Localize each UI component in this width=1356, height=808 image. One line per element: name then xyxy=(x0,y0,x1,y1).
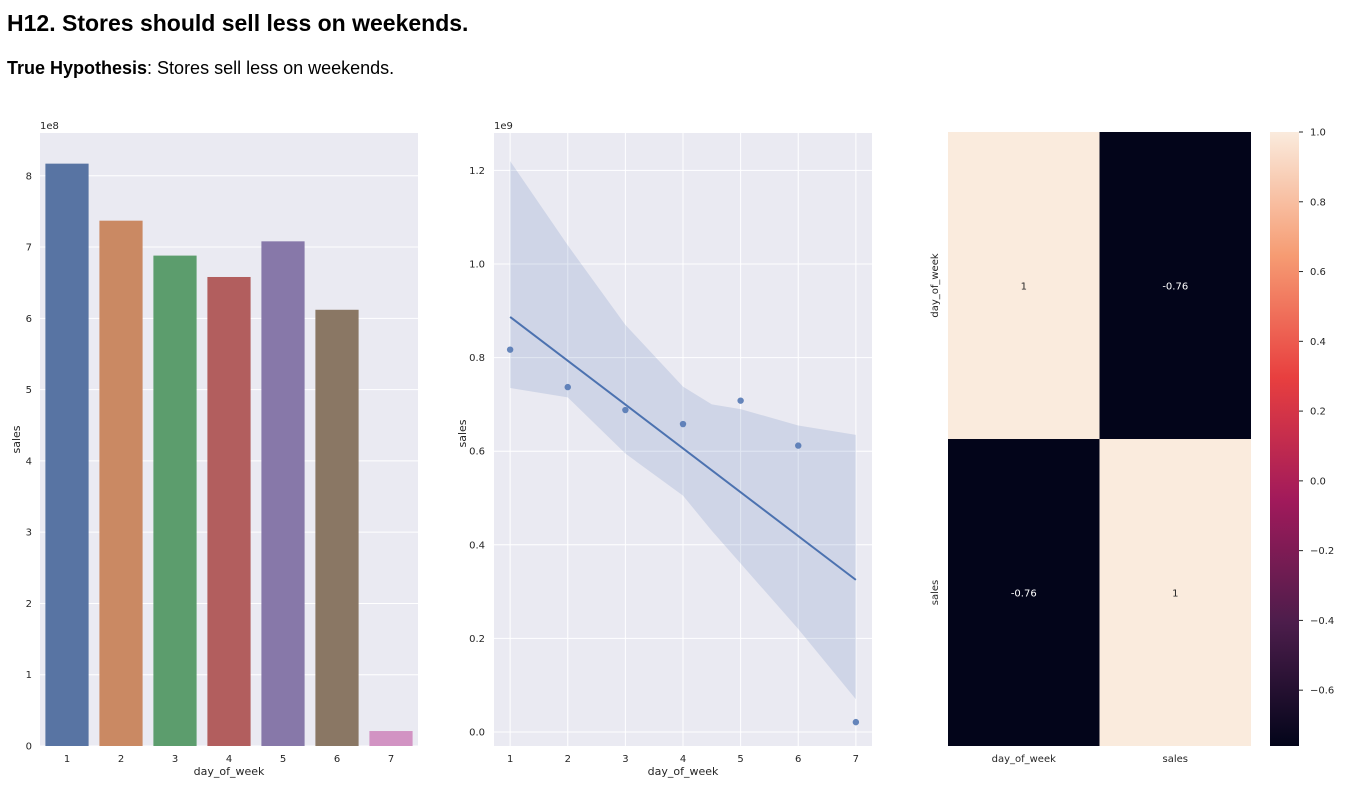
x-tick-label: 7 xyxy=(853,754,859,765)
bar xyxy=(369,731,413,746)
x-tick-label: 3 xyxy=(622,754,628,765)
y-tick-label: 3 xyxy=(26,528,32,539)
y-tick-label: 0.4 xyxy=(469,540,485,551)
colorbar-tick-label: −0.4 xyxy=(1310,616,1334,627)
bar xyxy=(207,276,251,746)
x-tick-label: 5 xyxy=(737,754,743,765)
colorbar-tick-label: 1.0 xyxy=(1310,128,1326,139)
y-axis-label: sales xyxy=(456,419,469,447)
bar xyxy=(45,163,89,746)
x-tick-label: 1 xyxy=(64,754,70,765)
y-tick-label: 4 xyxy=(26,456,32,467)
bar xyxy=(315,309,359,746)
data-point xyxy=(852,718,860,726)
x-tick-label: sales xyxy=(1163,754,1188,765)
y-tick-label: sales xyxy=(930,580,941,605)
x-tick-label: 1 xyxy=(507,754,513,765)
regression-line xyxy=(509,316,857,581)
y-tick-label: 6 xyxy=(26,314,32,325)
x-tick-label: day_of_week xyxy=(992,754,1057,765)
cell-annotation: -0.76 xyxy=(1162,282,1188,293)
y-tick-label: 0.0 xyxy=(469,727,485,738)
colorbar-tick-label: 0.4 xyxy=(1310,337,1326,348)
regression-chart: 1 2 3 4 5 6 7 0.0 0.2 0.4 0.6 0.8 1.0 1.2 1e9 day_of_we… xyxy=(456,121,872,778)
confidence-band xyxy=(510,161,856,700)
x-tick-label: 2 xyxy=(565,754,571,765)
axis-offset-text: 1e9 xyxy=(494,121,513,132)
heatmap-cell xyxy=(948,132,1100,439)
y-tick-label: 8 xyxy=(26,171,32,182)
hypothesis-conclusion: True Hypothesis: Stores sell less on wee… xyxy=(7,58,394,79)
conclusion-text: : Stores sell less on weekends. xyxy=(147,58,395,78)
colorbar-tick-label: −0.6 xyxy=(1310,686,1334,697)
colorbar-tick-label: 0.6 xyxy=(1310,267,1326,278)
x-axis-label: day_of_week xyxy=(648,765,719,778)
page-title: H12. Stores should sell less on weekends… xyxy=(7,10,469,36)
data-point xyxy=(506,346,514,353)
y-tick-label: 5 xyxy=(26,385,32,396)
axis-offset-text: 1e8 xyxy=(40,121,59,132)
y-tick-label: 0 xyxy=(26,742,32,753)
heatmap-cell xyxy=(948,439,1100,746)
cell-annotation: -0.76 xyxy=(1011,589,1037,600)
y-tick-label: 0.8 xyxy=(469,353,485,364)
colorbar-tick-label: 0.2 xyxy=(1310,407,1326,418)
x-axis-label: day_of_week xyxy=(194,765,265,778)
data-point xyxy=(737,397,744,404)
y-tick-label: 0.2 xyxy=(469,634,485,645)
x-tick-label: 5 xyxy=(280,754,286,765)
x-tick-label: 4 xyxy=(226,754,232,765)
data-point xyxy=(795,442,802,449)
colorbar-tick-label: −0.2 xyxy=(1310,546,1334,557)
data-point xyxy=(679,420,687,428)
conclusion-label: True Hypothesis xyxy=(7,58,148,78)
heatmap-cell xyxy=(1099,439,1251,746)
x-tick-label: 3 xyxy=(172,754,178,765)
y-tick-label: 1 xyxy=(26,670,32,681)
x-tick-label: 7 xyxy=(388,754,394,765)
x-tick-label: 6 xyxy=(795,754,801,765)
x-tick-label: 2 xyxy=(118,754,124,765)
colorbar-tick-label: 0.8 xyxy=(1310,197,1326,208)
bar xyxy=(99,220,143,747)
y-tick-label: 7 xyxy=(26,243,32,254)
y-tick-label: 2 xyxy=(26,599,32,610)
x-tick-label: 6 xyxy=(334,754,340,765)
y-tick-label: 0.6 xyxy=(469,447,485,458)
y-axis-label: sales xyxy=(10,425,23,453)
heatmap-cell xyxy=(1099,132,1251,439)
colorbar-tick-label: 0.0 xyxy=(1310,476,1326,487)
bar-chart: 0 1 2 3 4 5 6 7 8 1 2 3 4 5 6 7 1e8 day_of_week sales xyxy=(10,121,418,778)
cell-annotation: 1 xyxy=(1021,282,1027,293)
cell-annotation: 1 xyxy=(1172,589,1178,600)
x-tick-label: 4 xyxy=(680,754,686,765)
data-point xyxy=(564,383,571,391)
colorbar xyxy=(1270,132,1299,746)
y-tick-label: day_of_week xyxy=(930,253,941,318)
y-tick-label: 1.0 xyxy=(469,260,485,271)
y-tick-label: 1.2 xyxy=(469,166,485,177)
bar xyxy=(153,255,197,746)
data-point xyxy=(622,406,629,414)
bar xyxy=(261,241,305,747)
